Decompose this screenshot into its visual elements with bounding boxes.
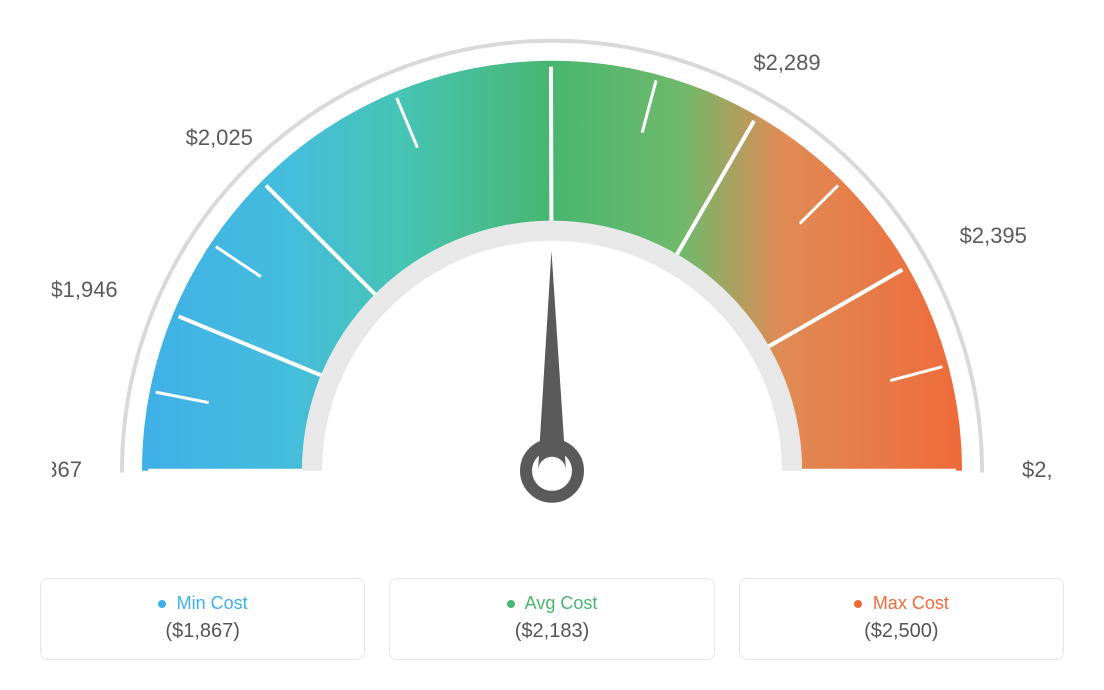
- tick-label: $2,183: [517, 11, 584, 12]
- avg-cost-card: Avg Cost ($2,183): [389, 578, 714, 660]
- tick-label: $2,500: [1022, 457, 1052, 482]
- min-cost-card: Min Cost ($1,867): [40, 578, 365, 660]
- avg-dot-icon: [507, 600, 515, 608]
- tick-label: $1,946: [52, 277, 118, 302]
- tick-label: $2,025: [186, 125, 253, 150]
- max-cost-label: Max Cost: [873, 593, 949, 613]
- avg-cost-label-row: Avg Cost: [400, 593, 703, 614]
- min-dot-icon: [158, 600, 166, 608]
- min-cost-label: Min Cost: [177, 593, 248, 613]
- max-cost-card: Max Cost ($2,500): [739, 578, 1064, 660]
- tick-label: $2,289: [753, 50, 820, 75]
- min-cost-label-row: Min Cost: [51, 593, 354, 614]
- avg-cost-label: Avg Cost: [525, 593, 598, 613]
- gauge-svg: $1,867 $1,946 $2,025 $2,183 $2,289 $2,395 $2,5…: [52, 11, 1052, 551]
- gauge-chart-container: $1,867 $1,946 $2,025 $2,183 $2,289 $2,395 $2,5…: [0, 0, 1104, 690]
- avg-cost-value: ($2,183): [400, 620, 703, 643]
- gauge-area: $1,867 $1,946 $2,025 $2,183 $2,289 $2,395 $2,5…: [0, 0, 1104, 540]
- min-cost-value: ($1,867): [51, 620, 354, 643]
- max-cost-label-row: Max Cost: [750, 593, 1053, 614]
- tick-label: $2,395: [960, 223, 1027, 248]
- max-dot-icon: [854, 600, 862, 608]
- tick-label: $1,867: [52, 457, 82, 482]
- legend: Min Cost ($1,867) Avg Cost ($2,183) Max …: [0, 578, 1104, 660]
- max-cost-value: ($2,500): [750, 620, 1053, 643]
